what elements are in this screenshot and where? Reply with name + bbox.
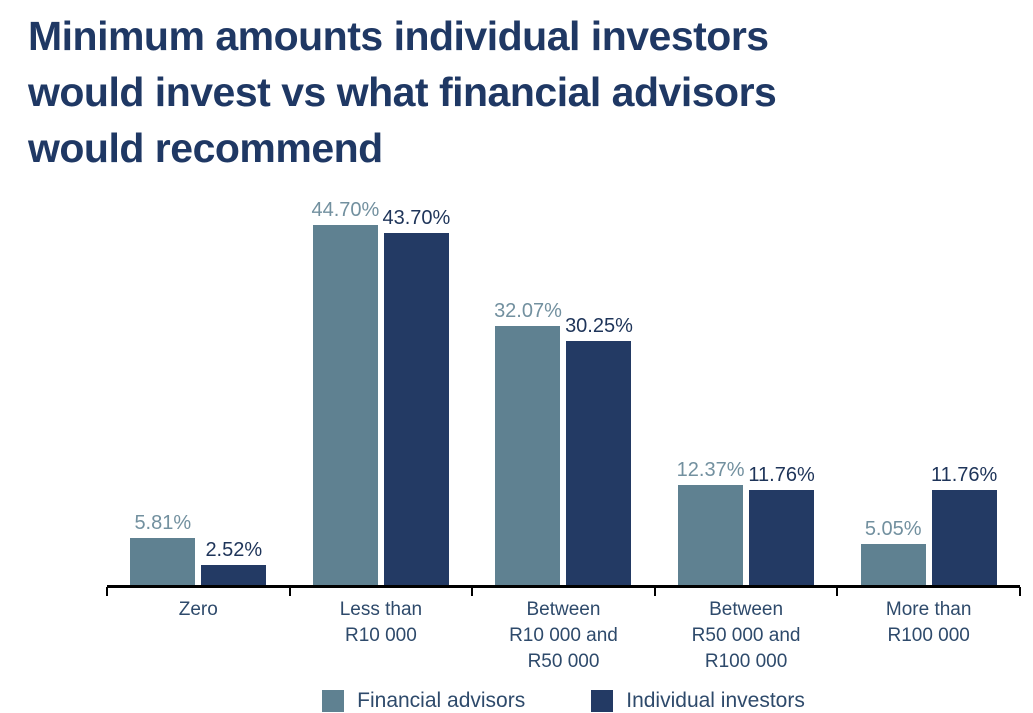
bar-financial-advisors-2: 44.70% [311,199,379,585]
x-axis-label-between: Between R10 000 and R50 000 [509,599,618,672]
bar-financial-advisors-3: 32.07% [494,300,562,585]
x-axis-label-more-than: More than R100 000 [885,599,972,646]
bar-financial-advisors-1: 5.81% [130,512,196,585]
chart-title-line-2: would invest vs what financial advisors [28,69,777,115]
axis-tick [653,587,656,596]
data-label-individual-investors-3: 30.25% [565,315,633,338]
data-label-financial-advisors-3: 32.07% [494,300,562,323]
axis-tick [471,587,474,596]
legend-swatch-individual-investors [591,690,614,712]
bar-group-less-than: 44.70% 43.70% [290,198,473,585]
legend-item-financial-advisors: Financial advisors [322,689,525,713]
bar-chart: 5.81% 2.52% 44.70% 43.70% 32.07% 30.25% 12.37%… [106,198,1021,713]
legend-swatch-financial-advisors [322,690,345,712]
bar-group-zero: 5.81% 2.52% [107,198,290,585]
axis-tick [288,587,291,596]
data-label-financial-advisors-4: 12.37% [676,459,745,482]
data-label-financial-advisors-1: 5.81% [134,512,192,535]
x-axis-label-zero: Zero [178,599,218,620]
bar-individual-investors-3: 30.25% [565,315,633,585]
bar-group-between: 12.37% 11.76% [655,198,838,585]
x-axis-labels: Zero Less than R10 000 Between R10 000 and… [107,588,1020,675]
data-label-individual-investors-5: 11.76% [930,464,998,487]
bar-group-between: 32.07% 30.25% [472,198,655,585]
bar-individual-investors-2: 43.70% [382,207,450,585]
axis-tick [836,587,839,596]
x-axis-label-between: Between R50 000 and R100 000 [691,599,801,672]
bar-individual-investors-1: 2.52% [201,539,267,585]
chart-title-line-3: would recommend [28,125,383,171]
axis-tick [106,587,108,596]
axis-tick [1019,587,1021,596]
data-label-individual-investors-2: 43.70% [382,206,451,229]
legend: Financial advisors Individual investors [107,689,1020,713]
bar-individual-investors-5: 11.76% [931,464,997,585]
bar-financial-advisors-5: 5.05% [860,518,926,585]
chart-title-line-1: Minimum amounts individual investors [28,13,769,59]
chart-title: Minimum amounts individual investors wou… [28,8,988,176]
data-label-financial-advisors-2: 44.70% [311,198,380,221]
legend-label-financial-advisors: Financial advisors [357,689,526,712]
data-label-financial-advisors-5: 5.05% [864,518,922,541]
plot-area: 5.81% 2.52% 44.70% 43.70% 32.07% 30.25% 12.37%… [106,198,1021,596]
data-label-individual-investors-4: 11.76% [748,464,815,487]
legend-item-individual-investors: Individual investors [591,689,805,713]
bar-individual-investors-4: 11.76% [748,464,815,585]
bar-financial-advisors-4: 12.37% [677,459,745,585]
legend-label-individual-investors: Individual investors [626,689,805,712]
x-axis-label-less-than: Less than R10 000 [339,599,423,646]
data-label-individual-investors-1: 2.52% [205,538,263,561]
bar-group-more-than: 5.05% 11.76% [837,198,1020,585]
